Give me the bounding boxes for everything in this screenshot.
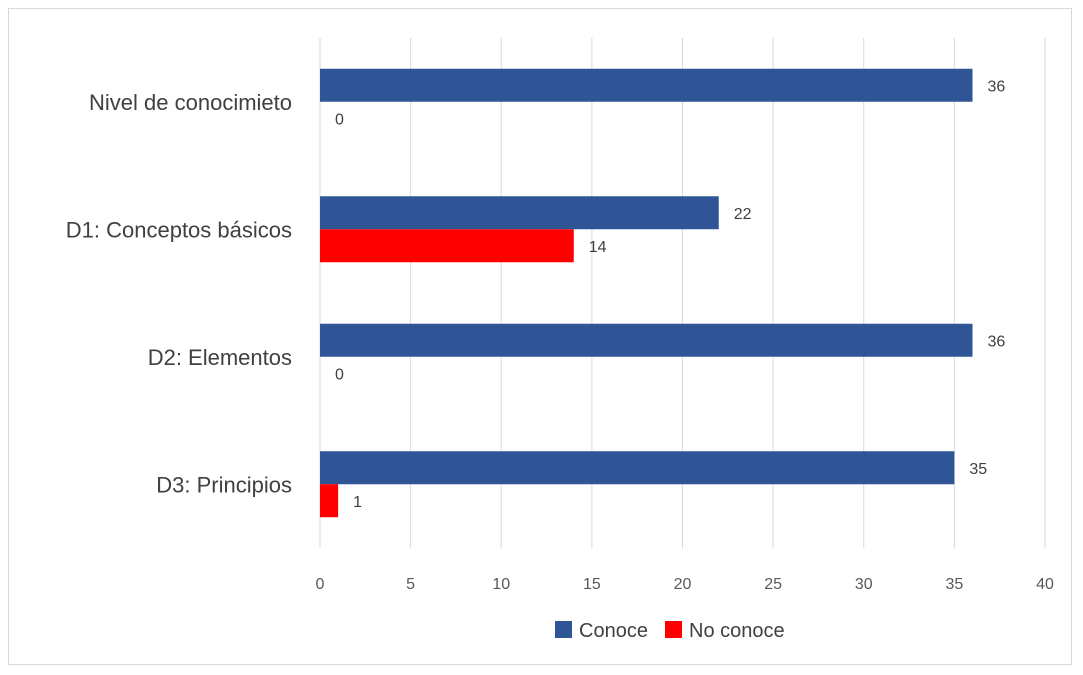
x-tick-label-15: 15 <box>583 576 601 593</box>
bar-no-conoce-d1-conceptos-basicos <box>320 229 574 263</box>
data-label-no-conoce-nivel-de-conocimieto: 0 <box>335 111 344 128</box>
data-label-conoce-d2-elementos: 36 <box>988 333 1006 350</box>
bar-conoce-d2-elementos <box>320 323 973 357</box>
data-label-no-conoce-d3-principios: 1 <box>353 494 362 511</box>
x-tick-label-30: 30 <box>855 576 873 593</box>
data-label-no-conoce-d2-elementos: 0 <box>335 366 344 383</box>
bar-no-conoce-d3-principios <box>320 484 339 518</box>
data-label-conoce-d3-principios: 35 <box>969 461 987 478</box>
x-tick-label-5: 5 <box>406 576 415 593</box>
category-label-d3-principios: D3: Principios <box>156 472 292 497</box>
x-tick-label-20: 20 <box>674 576 692 593</box>
legend-swatch-conoce <box>555 621 572 638</box>
x-tick-label-40: 40 <box>1036 576 1054 593</box>
data-label-conoce-d1-conceptos-basicos: 22 <box>734 206 752 223</box>
x-tick-labels: 0 5 10 15 20 25 30 35 40 <box>316 576 1054 593</box>
bar-conoce-nivel-de-conocimieto <box>320 68 973 102</box>
bar-conoce-d3-principios <box>320 451 955 485</box>
bar-conoce-d1-conceptos-basicos <box>320 196 719 230</box>
bars <box>320 68 973 518</box>
category-label-d1-conceptos-basicos: D1: Conceptos básicos <box>66 217 292 242</box>
category-labels: Nivel de conocimieto D1: Conceptos básico… <box>66 90 292 498</box>
legend: Conoce No conoce <box>555 620 785 642</box>
x-tick-label-0: 0 <box>316 576 325 593</box>
x-tick-label-35: 35 <box>945 576 963 593</box>
category-label-nivel-de-conocimieto: Nivel de conocimieto <box>89 90 292 115</box>
data-labels: 36 0 22 14 36 0 35 1 <box>335 78 1005 511</box>
x-tick-label-25: 25 <box>764 576 782 593</box>
legend-label-conoce: Conoce <box>579 620 648 642</box>
category-label-d2-elementos: D2: Elementos <box>148 345 292 370</box>
x-tick-label-10: 10 <box>492 576 510 593</box>
data-label-conoce-nivel-de-conocimieto: 36 <box>988 78 1006 95</box>
legend-swatch-no-conoce <box>665 621 682 638</box>
data-label-no-conoce-d1-conceptos-basicos: 14 <box>589 239 607 256</box>
legend-label-no-conoce: No conoce <box>689 620 785 642</box>
